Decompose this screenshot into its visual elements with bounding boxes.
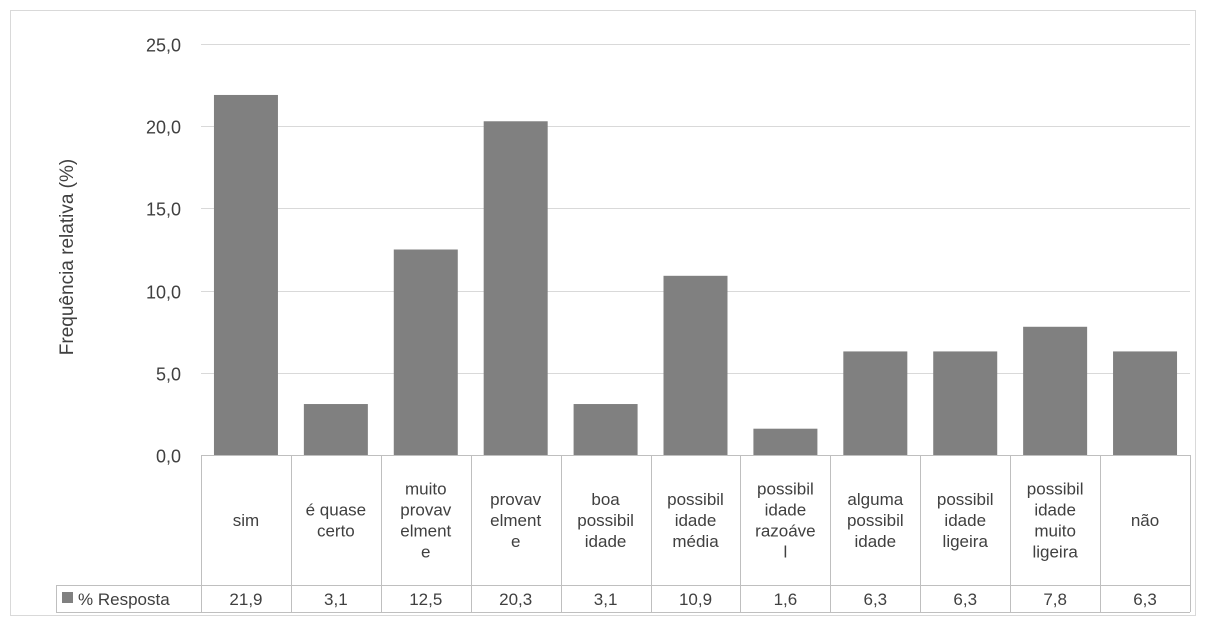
y-axis-label: Frequência relativa (%) bbox=[57, 159, 78, 355]
value-label: 10,9 bbox=[679, 590, 712, 609]
bars bbox=[213, 94, 1178, 456]
bar bbox=[933, 351, 998, 455]
value-label: 6,3 bbox=[1133, 590, 1157, 609]
legend-series-name: % Resposta bbox=[78, 590, 170, 609]
value-label: 7,8 bbox=[1043, 590, 1067, 609]
category-label: possibil idade muito ligeira bbox=[1027, 480, 1084, 562]
bar bbox=[483, 121, 548, 455]
bar bbox=[393, 249, 458, 455]
category-label: possibil idade média bbox=[667, 490, 724, 551]
category-label: muito provav elment e bbox=[400, 480, 452, 562]
y-tick-label: 20,0 bbox=[146, 118, 181, 138]
bar bbox=[1023, 326, 1088, 455]
bar bbox=[663, 275, 728, 455]
bar bbox=[843, 351, 908, 455]
value-label: 20,3 bbox=[499, 590, 532, 609]
data-table: sim é quase certo muito provav elment e provav e… bbox=[56, 455, 1191, 613]
bar bbox=[753, 428, 818, 455]
category-label: alguma possibil idade bbox=[847, 490, 904, 551]
value-label: 3,1 bbox=[594, 590, 618, 609]
category-label: provav elment e bbox=[490, 490, 542, 551]
category-label: sim bbox=[233, 511, 259, 530]
y-tick-label: 25,0 bbox=[146, 36, 181, 56]
category-label: possibil idade razoáve l bbox=[755, 480, 815, 562]
value-label: 3,1 bbox=[324, 590, 348, 609]
value-label: 21,9 bbox=[229, 590, 262, 609]
y-axis-ticks: 0,0 5,0 10,0 15,0 20,0 25,0 bbox=[146, 36, 181, 467]
bar bbox=[1113, 351, 1178, 455]
value-label: 6,3 bbox=[863, 590, 887, 609]
y-tick-label: 0,0 bbox=[156, 447, 181, 467]
bar bbox=[213, 94, 278, 456]
category-label: boa possibil idade bbox=[577, 490, 634, 551]
y-tick-label: 5,0 bbox=[156, 365, 181, 385]
value-label: 6,3 bbox=[953, 590, 977, 609]
bar bbox=[303, 404, 368, 455]
legend-key bbox=[62, 592, 73, 603]
chart-border bbox=[10, 10, 1196, 616]
bar bbox=[573, 404, 638, 455]
value-label: 12,5 bbox=[409, 590, 442, 609]
value-label: 1,6 bbox=[774, 590, 798, 609]
y-tick-label: 10,0 bbox=[146, 283, 181, 303]
y-tick-label: 15,0 bbox=[146, 200, 181, 220]
category-label: não bbox=[1131, 511, 1159, 530]
category-label: possibil idade ligeira bbox=[937, 490, 994, 551]
category-label: é quase certo bbox=[306, 501, 367, 541]
